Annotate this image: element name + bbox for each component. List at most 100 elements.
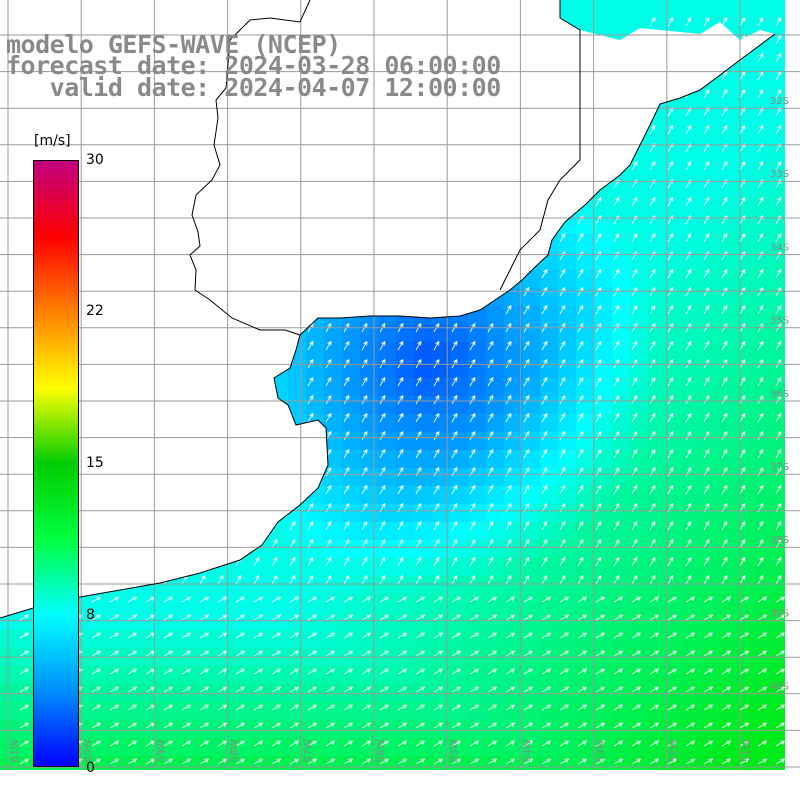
wind-arrow (469, 413, 476, 423)
wind-arrow (451, 521, 458, 531)
wind-arrow (343, 650, 353, 657)
title-forecast-date: forecast date: 2024-03-28 06:00:00 (6, 51, 501, 80)
lon-label: 56W (376, 739, 387, 762)
wind-arrow (559, 485, 566, 495)
wind-arrow (703, 557, 710, 567)
wind-arrow (721, 722, 731, 729)
wind-arrow (721, 539, 728, 549)
wind-arrow (667, 197, 674, 207)
wind-arrow (307, 539, 314, 549)
coastline (0, 0, 776, 619)
wind-arrow (649, 359, 656, 369)
wind-arrow (685, 485, 692, 495)
colorbar-tick: 30 (86, 152, 104, 168)
wind-arrow (757, 722, 767, 729)
wind-arrow (235, 539, 242, 549)
wind-arrow (199, 740, 209, 747)
wind-arrow (667, 521, 674, 531)
wind-arrow (757, 359, 764, 369)
wind-arrow (397, 341, 404, 351)
wind-arrow (757, 758, 767, 765)
wind-arrow (667, 722, 677, 729)
wind-arrow (361, 632, 371, 639)
wind-arrow (307, 557, 314, 567)
wind-arrow (577, 359, 584, 369)
wind-arrow (739, 596, 749, 603)
wind-arrow (739, 575, 746, 585)
wind-arrow (703, 704, 713, 711)
wind-arrow (415, 341, 422, 351)
wind-arrow (415, 686, 425, 693)
wind-arrow (343, 413, 350, 423)
wind-arrow (613, 377, 620, 387)
wind-arrow (487, 632, 497, 639)
wind-arrow (415, 758, 425, 765)
wind-arrow (433, 740, 443, 747)
wind-arrow (217, 539, 224, 549)
wind-arrow (721, 53, 728, 63)
wind-arrow (361, 650, 371, 657)
wind-arrow (433, 632, 443, 639)
wind-arrow (775, 740, 785, 747)
wind-arrow (541, 305, 548, 315)
wind-arrow (649, 197, 656, 207)
wind-arrow (109, 668, 119, 675)
wind-arrow (721, 575, 728, 585)
wind-arrow (685, 704, 695, 711)
wind-arrow (343, 431, 350, 441)
wind-arrow (379, 575, 386, 585)
lon-label: 54W (522, 739, 533, 762)
wind-arrow (775, 197, 782, 207)
wind-arrow (397, 449, 404, 459)
wind-arrow (739, 341, 746, 351)
wind-arrow (163, 521, 170, 531)
wind-arrow (739, 686, 749, 693)
wind-arrow (253, 557, 260, 567)
wind-arrow (613, 341, 620, 351)
wind-arrow (433, 575, 440, 585)
wind-arrow (289, 614, 299, 621)
wind-arrow (703, 395, 710, 405)
wind-arrow (523, 395, 530, 405)
wind-arrow (667, 377, 674, 387)
wind-arrow (469, 431, 476, 441)
lat-label: 35S (770, 316, 789, 327)
wind-arrow (559, 557, 566, 567)
wind-arrow (613, 650, 623, 657)
wind-arrow (541, 686, 551, 693)
wind-arrow (577, 704, 587, 711)
wind-arrow (397, 413, 404, 423)
wind-arrow (505, 413, 512, 423)
wind-arrow (127, 539, 134, 549)
lat-lon-grid (0, 0, 800, 770)
wind-arrow (487, 596, 497, 603)
wind-arrow (739, 650, 749, 657)
wind-arrow (271, 668, 281, 675)
wind-arrow (721, 758, 731, 765)
wind-arrow (775, 233, 782, 243)
wind-arrow (541, 233, 548, 243)
wind-arrow (739, 722, 749, 729)
wind-arrow (559, 632, 569, 639)
wind-arrow (523, 485, 530, 495)
wind-arrow (505, 650, 515, 657)
wind-arrow (667, 539, 674, 549)
wind-arrow (685, 614, 695, 621)
wind-arrow (397, 557, 404, 567)
wind-arrow (469, 359, 476, 369)
wind-arrow (739, 413, 746, 423)
wind-arrow (667, 17, 674, 27)
wind-arrow (559, 413, 566, 423)
wind-arrow (469, 758, 479, 765)
wind-arrow (595, 197, 602, 207)
wind-arrow (343, 359, 350, 369)
wind-arrow (487, 557, 494, 567)
wind-arrow (415, 632, 425, 639)
lon-label: 52W (669, 739, 680, 762)
wind-arrow (559, 668, 569, 675)
wind-arrow (379, 596, 389, 603)
wind-arrow (667, 686, 677, 693)
wind-arrow (559, 305, 566, 315)
wind-arrow (433, 377, 440, 387)
wind-arrow (451, 341, 458, 351)
